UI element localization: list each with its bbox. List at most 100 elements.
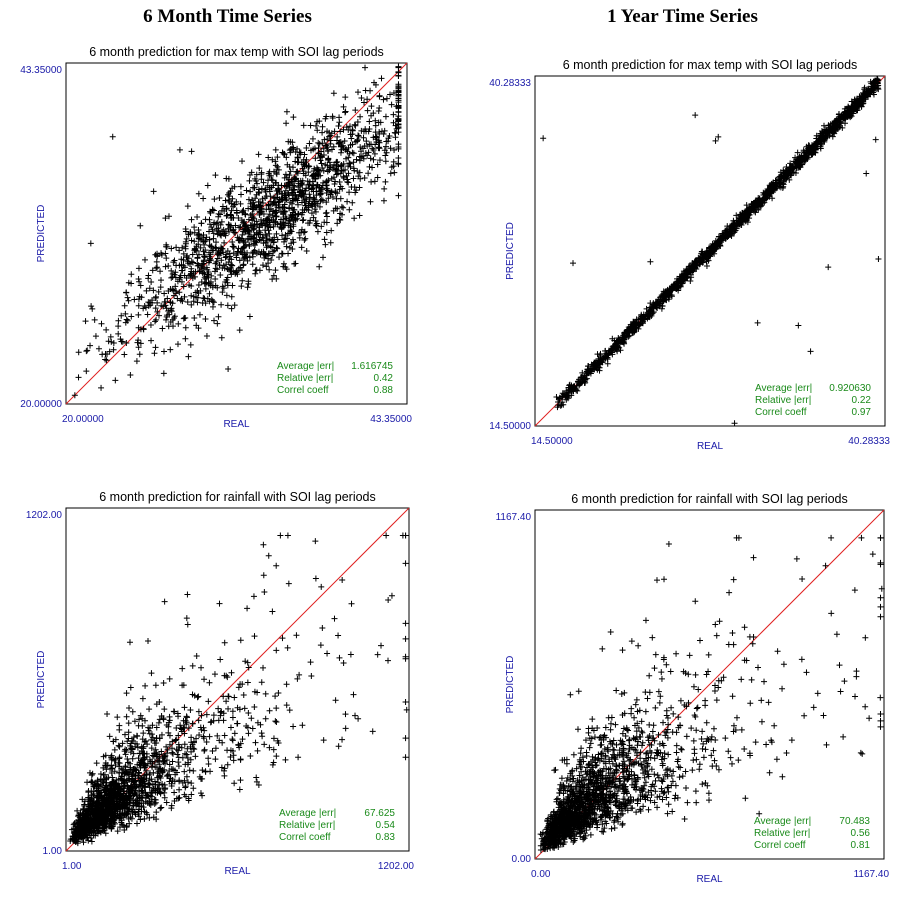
data-point <box>729 693 736 700</box>
data-point <box>201 676 208 683</box>
data-point <box>195 227 202 234</box>
data-point <box>248 169 255 176</box>
data-point <box>191 238 198 245</box>
data-point <box>110 346 117 353</box>
data-point <box>253 180 260 187</box>
data-point <box>162 215 169 222</box>
data-point <box>299 722 306 729</box>
data-point <box>186 767 193 774</box>
data-point <box>377 119 384 126</box>
data-point <box>308 210 315 217</box>
data-point <box>312 538 319 545</box>
data-point <box>786 176 793 183</box>
data-point <box>259 262 266 269</box>
data-point <box>212 276 219 283</box>
data-point <box>328 146 335 153</box>
data-point <box>260 572 267 579</box>
data-point <box>231 780 238 787</box>
data-point <box>267 193 274 200</box>
data-point <box>263 263 270 270</box>
data-point <box>148 337 155 344</box>
data-point <box>727 226 734 233</box>
data-point <box>260 218 267 225</box>
data-point <box>175 320 182 327</box>
data-point <box>333 162 340 169</box>
data-point <box>579 379 586 386</box>
data-point <box>158 804 165 811</box>
data-point <box>271 234 278 241</box>
data-point <box>205 269 212 276</box>
data-point <box>157 268 164 275</box>
data-point <box>354 118 361 125</box>
data-point <box>188 258 195 265</box>
data-point <box>340 103 347 110</box>
data-point <box>285 205 292 212</box>
data-point <box>260 179 267 186</box>
data-point <box>320 254 327 261</box>
data-point <box>195 717 202 724</box>
data-point <box>103 357 110 364</box>
data-point <box>260 541 267 548</box>
data-point <box>210 235 217 242</box>
data-point <box>262 195 269 202</box>
data-point <box>286 172 293 179</box>
data-point <box>207 210 214 217</box>
data-point <box>383 95 390 102</box>
data-point <box>189 275 196 282</box>
data-point <box>217 249 224 256</box>
data-point <box>613 741 620 748</box>
data-point <box>152 295 159 302</box>
data-point <box>207 208 214 215</box>
data-point <box>157 284 164 291</box>
data-point <box>116 722 123 729</box>
data-point <box>219 289 226 296</box>
data-point <box>298 229 305 236</box>
data-point <box>195 251 202 258</box>
data-point <box>323 190 330 197</box>
data-point <box>198 278 205 285</box>
data-point <box>123 289 130 296</box>
data-point <box>402 698 409 705</box>
data-point <box>303 195 310 202</box>
data-point <box>731 420 738 427</box>
data-point <box>102 356 109 363</box>
data-point <box>297 177 304 184</box>
data-point <box>239 245 246 252</box>
data-point <box>366 118 373 125</box>
data-point <box>141 256 148 263</box>
data-point <box>244 227 251 234</box>
data-point <box>605 350 612 357</box>
data-point <box>176 777 183 784</box>
data-point <box>224 674 231 681</box>
data-point <box>225 365 232 372</box>
data-point <box>395 117 402 124</box>
data-point <box>212 745 219 752</box>
data-point <box>316 263 323 270</box>
data-point <box>205 755 212 762</box>
data-point <box>292 148 299 155</box>
data-point <box>175 754 182 761</box>
data-point <box>202 315 209 322</box>
data-point <box>210 299 217 306</box>
data-point <box>268 176 275 183</box>
data-point <box>288 228 295 235</box>
data-point <box>227 724 234 731</box>
data-point <box>145 638 152 645</box>
data-point <box>157 805 164 812</box>
data-point <box>154 299 161 306</box>
data-point <box>325 155 332 162</box>
data-point <box>221 239 228 246</box>
data-point <box>176 794 183 801</box>
data-point <box>266 230 273 237</box>
data-point <box>195 281 202 288</box>
data-point <box>272 267 279 274</box>
data-point <box>376 93 383 100</box>
data-point <box>152 318 159 325</box>
data-point <box>253 218 260 225</box>
data-point <box>257 231 264 238</box>
data-point <box>289 195 296 202</box>
data-point <box>178 267 185 274</box>
data-point <box>203 264 210 271</box>
data-point <box>193 322 200 329</box>
data-point <box>183 615 190 622</box>
